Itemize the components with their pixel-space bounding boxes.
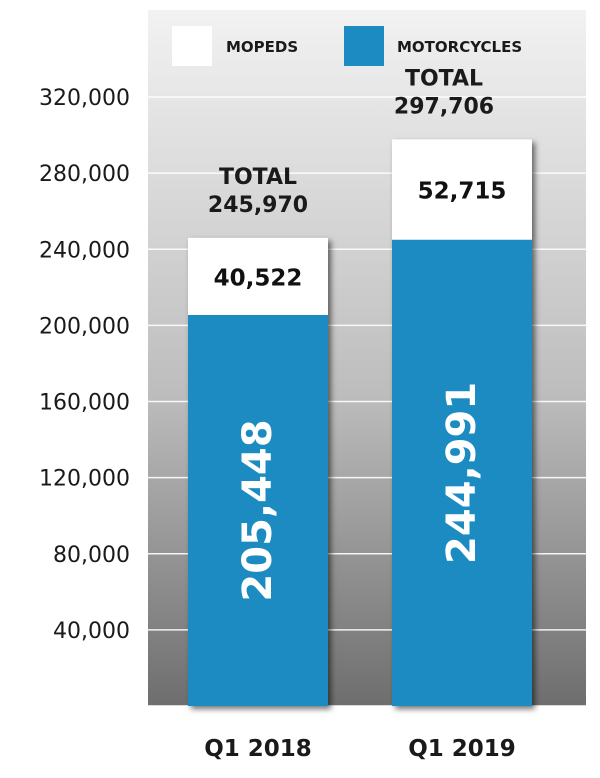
total-label-value: 297,706 <box>394 94 494 119</box>
bar-stack <box>392 139 532 706</box>
bar-motorcycles <box>392 239 532 706</box>
bar-labels: 40,522 205,448 TOTAL 245,970 Q1 2018 52,715 24… <box>204 66 516 762</box>
x-category-label: Q1 2019 <box>408 736 516 762</box>
legend-label-motorcycles: MOTORCYCLES <box>397 38 522 56</box>
bar-value-motorcycles: 244,991 <box>439 382 485 564</box>
total-label-value: 245,970 <box>208 193 308 218</box>
total-label-heading: TOTAL <box>405 66 483 91</box>
y-axis: 40,000 80,000 120,000 160,000 200,000 240,000… <box>39 86 130 644</box>
y-tick-label: 240,000 <box>39 238 130 263</box>
y-tick-label: 280,000 <box>39 162 130 187</box>
bar-value-motorcycles: 205,448 <box>235 419 281 601</box>
y-tick-label: 200,000 <box>39 314 130 339</box>
total-label-heading: TOTAL <box>219 165 297 190</box>
legend: MOPEDS MOTORCYCLES <box>172 26 522 66</box>
y-tick-label: 40,000 <box>53 619 130 644</box>
y-tick-label: 120,000 <box>39 467 130 492</box>
y-tick-label: 320,000 <box>39 86 130 111</box>
bar-value-mopeds: 52,715 <box>418 179 507 205</box>
legend-swatch-motorcycles <box>344 26 384 66</box>
x-category-label: Q1 2018 <box>204 736 312 762</box>
bar-motorcycles <box>188 315 328 706</box>
bar-stack <box>188 237 328 706</box>
legend-label-mopeds: MOPEDS <box>226 38 298 56</box>
y-tick-label: 160,000 <box>39 391 130 416</box>
y-tick-label: 80,000 <box>53 543 130 568</box>
bars <box>188 139 532 706</box>
legend-swatch-mopeds <box>172 26 212 66</box>
bar-value-mopeds: 40,522 <box>214 265 303 291</box>
